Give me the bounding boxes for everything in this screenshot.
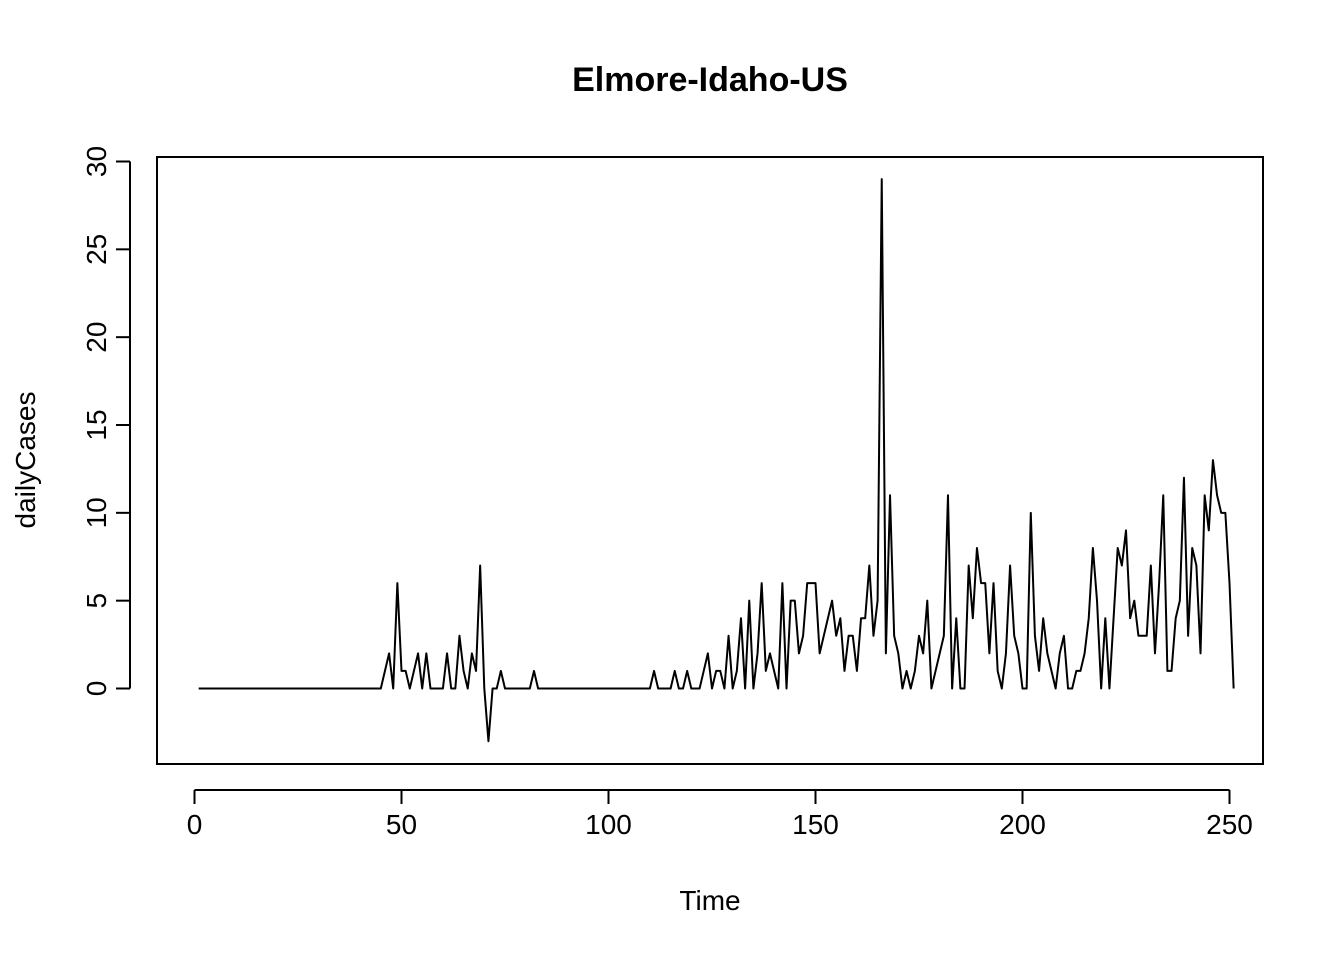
y-tick-label: 5 (81, 593, 112, 609)
x-tick-label: 150 (792, 809, 839, 840)
x-tick-label: 100 (585, 809, 632, 840)
plot-frame (156, 156, 1264, 765)
y-tick-label: 25 (81, 234, 112, 265)
y-axis: 0 5 10 15 20 25 30 (81, 146, 131, 697)
y-axis-label: dailyCases (10, 392, 41, 529)
y-tick-label: 20 (81, 322, 112, 353)
y-tick-label: 0 (81, 681, 112, 697)
y-tick-label: 30 (81, 146, 112, 177)
series-line (198, 178, 1235, 743)
x-axis-label: Time (679, 885, 740, 916)
x-tick-label: 250 (1206, 809, 1253, 840)
y-tick-label: 15 (81, 409, 112, 440)
x-tick-label: 200 (999, 809, 1046, 840)
x-tick-label: 50 (386, 809, 417, 840)
x-axis: 0 50 100 150 200 250 (187, 789, 1253, 840)
y-tick-label: 10 (81, 497, 112, 528)
chart-title: Elmore-Idaho-US (572, 61, 848, 99)
x-tick-label: 0 (187, 809, 203, 840)
